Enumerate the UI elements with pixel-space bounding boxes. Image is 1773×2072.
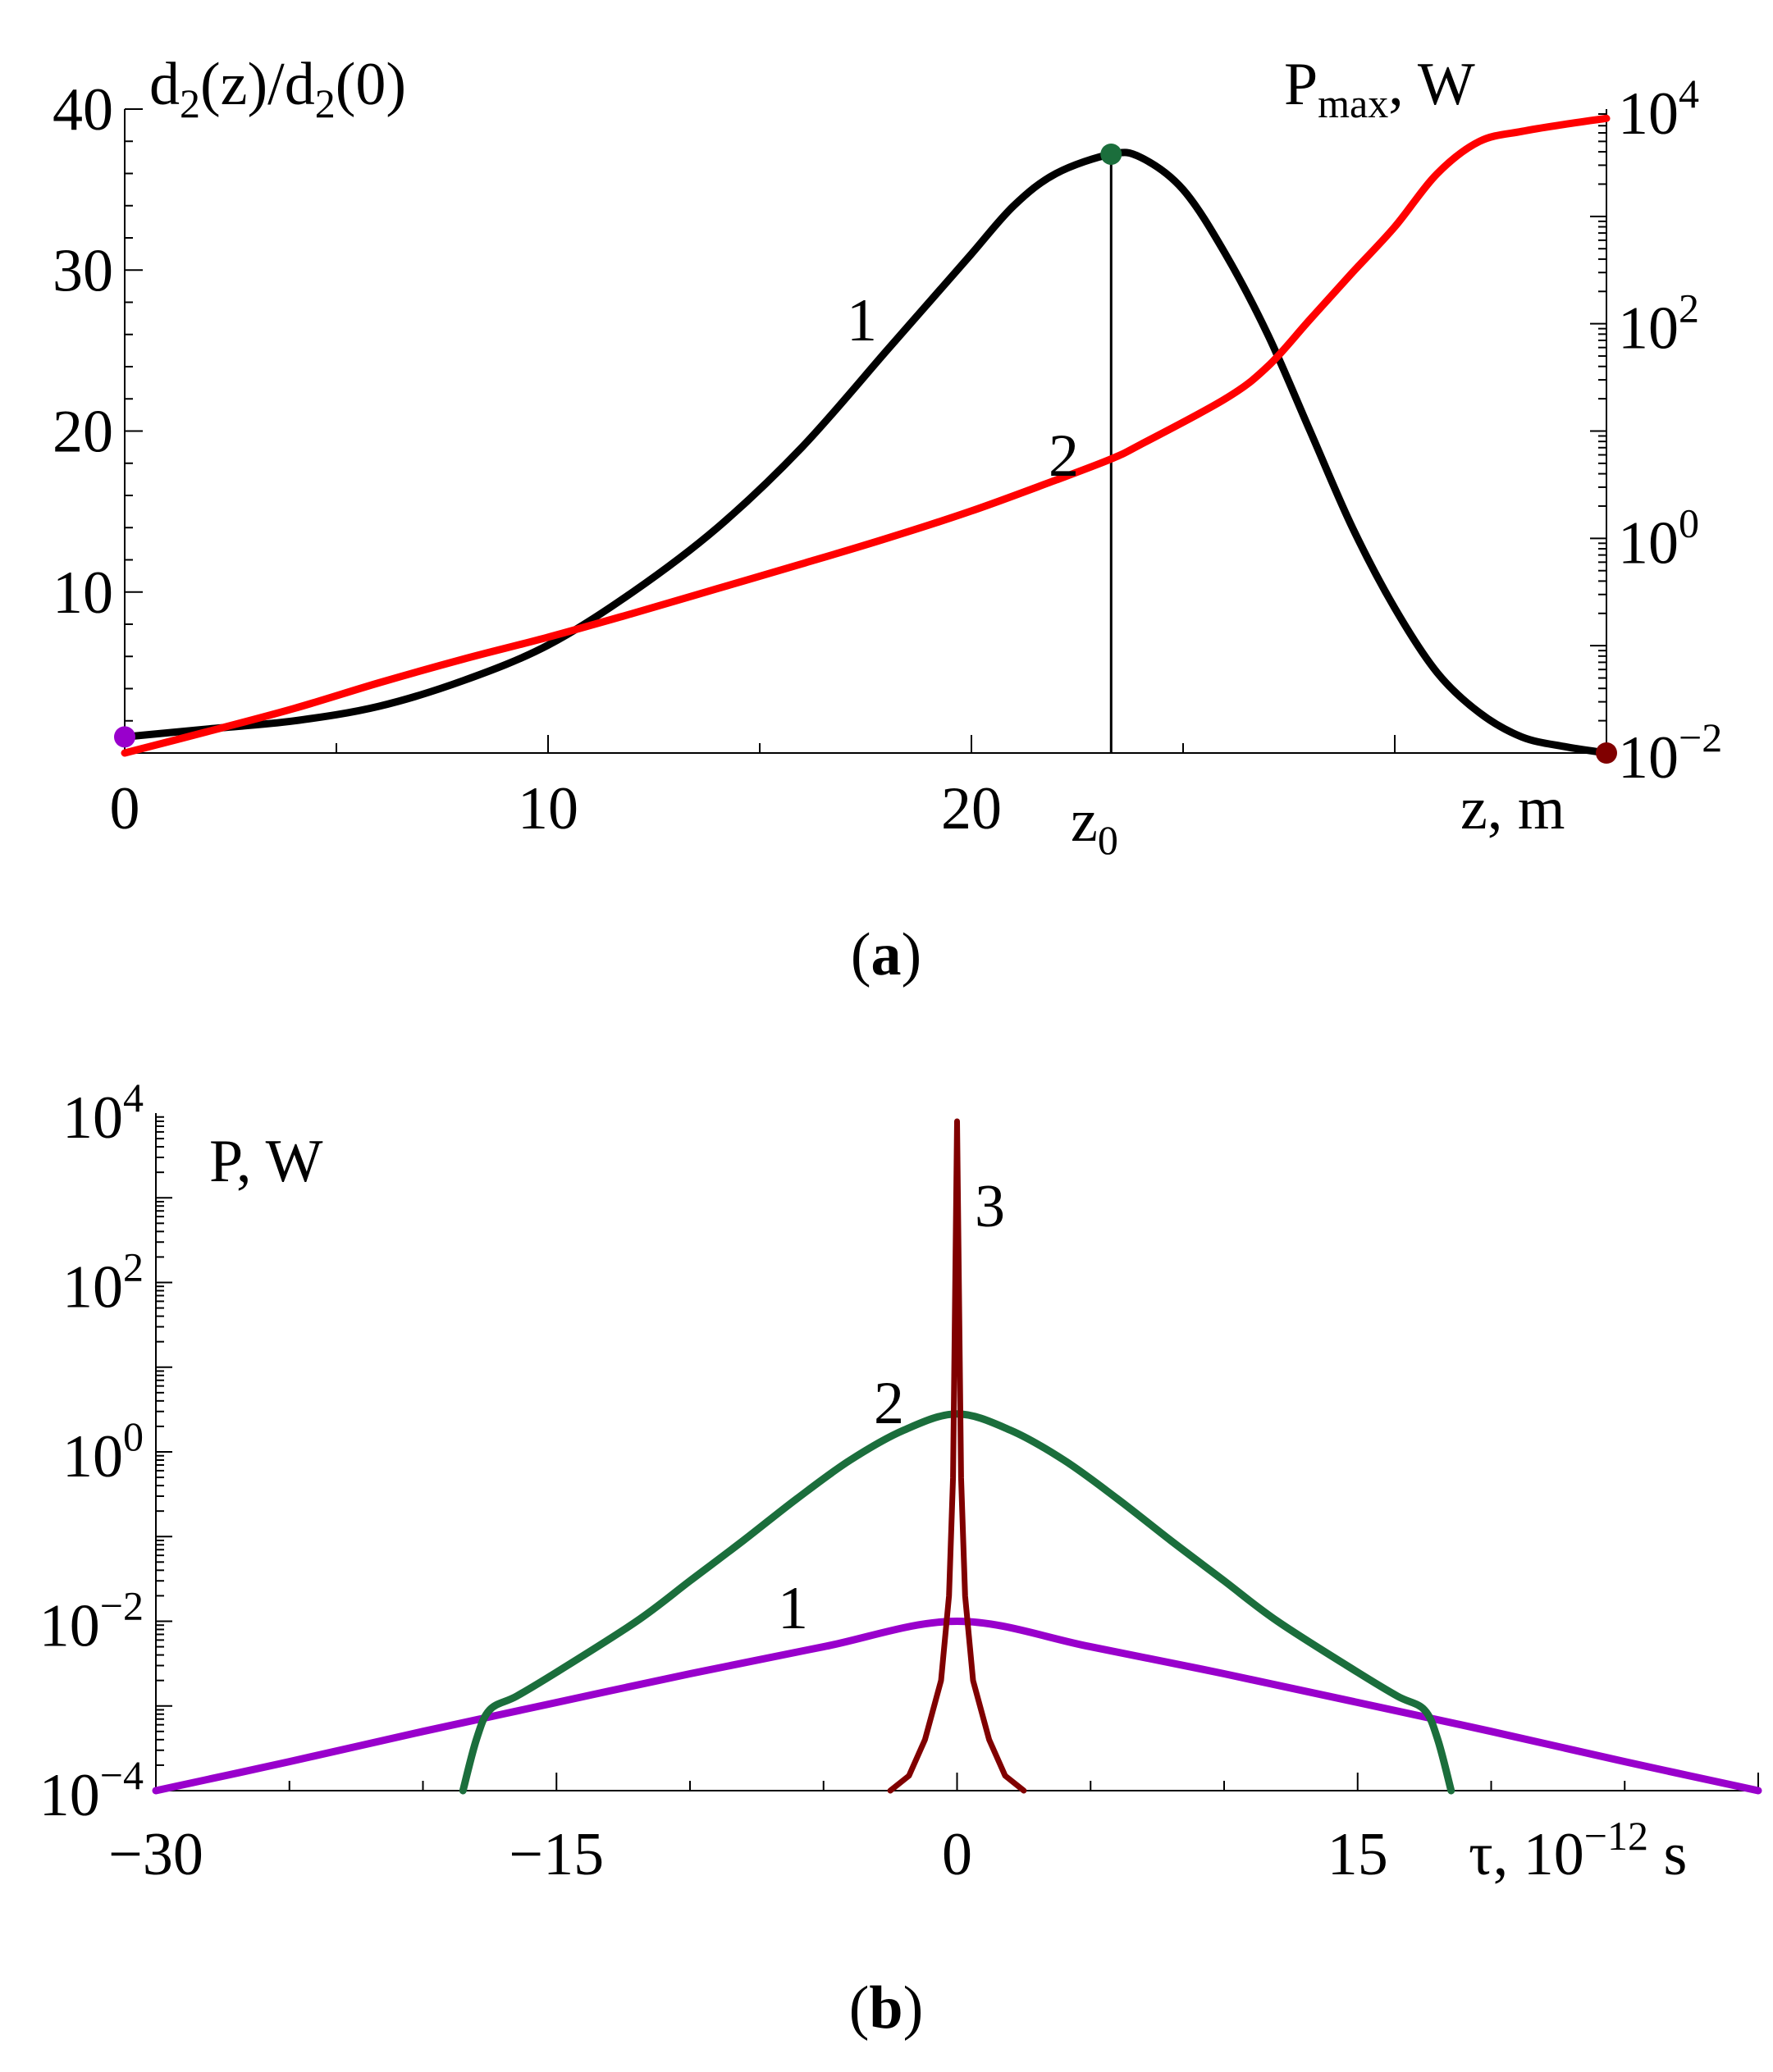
panel-b-x-tick-label: −15 xyxy=(509,1821,604,1888)
panel-b-x-ticks: −30 −15 0 15 xyxy=(108,1773,1759,1888)
panel-b-curve-1-label: 1 xyxy=(778,1575,808,1642)
panel-a-right-tick-label: 100 xyxy=(1618,500,1699,577)
panel-b-curve-3-label: 3 xyxy=(975,1173,1005,1240)
panel-a-left-tick-label: 20 xyxy=(53,399,113,466)
panel-a-left-y-ticks: 10 20 30 40 xyxy=(53,76,143,754)
panel-a-right-tick-label: 104 xyxy=(1618,71,1699,148)
panel-b-y-tick-label: 102 xyxy=(62,1244,144,1321)
panel-a-curve-2-label: 2 xyxy=(1049,422,1079,490)
panel-b-y-tick-label: 10−2 xyxy=(39,1583,144,1660)
panel-a-left-tick-label: 40 xyxy=(53,76,113,144)
panel-a-x-tick-label: 10 xyxy=(518,775,578,842)
panel-a-caption: (a) xyxy=(851,921,921,988)
panel-a-x-tick-label: 20 xyxy=(941,775,1002,842)
panel-b-curve-3 xyxy=(887,1118,1027,1794)
panel-b-curve-1 xyxy=(152,1618,1762,1795)
panel-a-left-tick-label: 30 xyxy=(53,237,113,304)
panel-b-y-ticks: 10−4 10−2 100 102 104 xyxy=(39,1075,172,1829)
panel-b-curve-2-label: 2 xyxy=(874,1370,904,1437)
z0-tick-label: z0 xyxy=(1071,787,1118,863)
panel-a-curve-2 xyxy=(121,114,1611,757)
panel-a-x-tick-label: 0 xyxy=(110,775,140,842)
panel-a-right-axis-title: Pmax, W xyxy=(1284,51,1475,126)
panel-a-right-y-ticks: 10−2 100 102 104 xyxy=(1590,71,1722,792)
panel-a-right-tick-label: 102 xyxy=(1618,285,1699,363)
panel-b-x-tick-label: 15 xyxy=(1327,1821,1388,1888)
panel-a-right-tick-label: 10−2 xyxy=(1618,714,1722,792)
panel-b-y-tick-label: 10−4 xyxy=(39,1752,144,1829)
panel-a-x-axis-title: z, m xyxy=(1460,775,1565,842)
panel-b-x-tick-label: 0 xyxy=(942,1821,972,1888)
panel-a-curve-1 xyxy=(121,148,1611,757)
panel-b-caption: (b) xyxy=(849,1974,923,2042)
start-point-marker xyxy=(114,726,135,748)
panel-a-left-axis-title: d2(z)/d2(0) xyxy=(149,51,406,126)
panel-b-chart: −30 −15 0 15 10−4 10−2 100 102 104 P, W τ, 10−1… xyxy=(39,1075,1762,2042)
panel-b-x-tick-label: −30 xyxy=(108,1821,203,1888)
panel-a-curve-1-label: 1 xyxy=(847,287,877,354)
panel-a-left-tick-label: 10 xyxy=(53,559,113,627)
panel-b-y-tick-label: 104 xyxy=(62,1075,144,1152)
panel-b-x-axis-title: τ, 10−12 s xyxy=(1469,1813,1687,1888)
panel-b-y-tick-label: 100 xyxy=(62,1413,144,1490)
end-point-marker xyxy=(1596,742,1617,764)
panel-b-y-axis-title: P, W xyxy=(209,1128,323,1195)
panel-a-chart: 0 10 20 10 20 30 40 10−2 100 102 104 d2(z)/d2(0)… xyxy=(53,51,1722,988)
panel-a-x-ticks: 0 10 20 xyxy=(110,735,1396,842)
panel-b-curve-2 xyxy=(459,1410,1455,1795)
peak-point-marker xyxy=(1100,143,1122,165)
